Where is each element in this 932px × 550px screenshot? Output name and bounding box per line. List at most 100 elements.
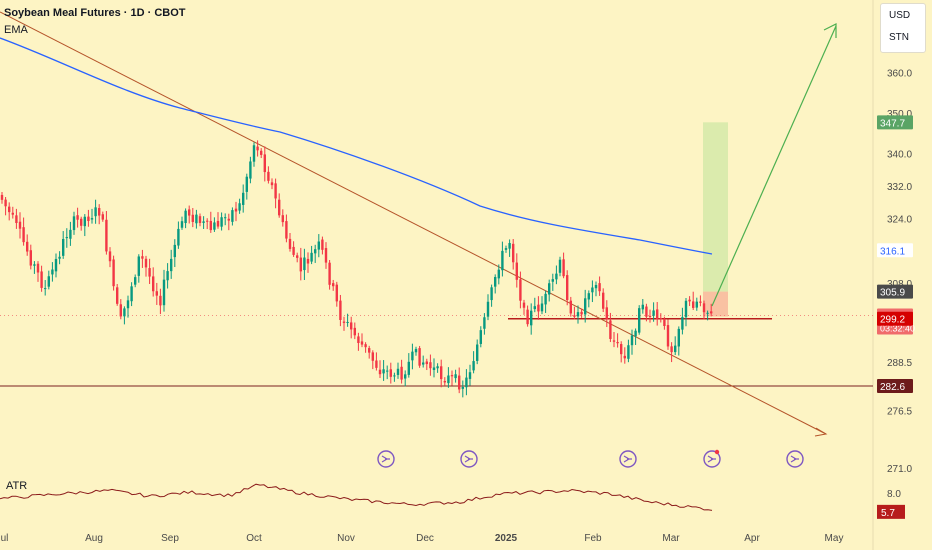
candle-body: [638, 308, 641, 333]
candle-body: [299, 257, 302, 272]
time-axis-label: Nov: [337, 533, 355, 544]
candle-body: [324, 248, 328, 263]
event-marker-icon[interactable]: [460, 450, 478, 468]
candle-body: [652, 310, 655, 316]
candle-body: [504, 248, 508, 250]
candle-body: [695, 301, 698, 308]
candle-body: [173, 244, 176, 258]
candle-body: [569, 300, 572, 314]
event-marker-icon[interactable]: [786, 450, 804, 468]
candle-body: [389, 369, 392, 377]
candle-body: [155, 291, 158, 296]
price-badge: 316.1: [877, 243, 913, 258]
candle-body: [623, 355, 626, 359]
chart-title[interactable]: Soybean Meal Futures · 1D · CBOT: [4, 7, 186, 19]
candle-body: [490, 287, 493, 301]
price-badge-countdown: 03:32:40: [880, 324, 915, 334]
candle-body: [612, 340, 616, 342]
candle-body: [263, 154, 266, 173]
candle-body: [573, 315, 576, 317]
candle-body: [450, 375, 454, 377]
candle-body: [386, 370, 389, 372]
candle-body: [508, 243, 511, 249]
candle-body: [29, 250, 32, 266]
candle-body: [342, 321, 346, 323]
candle-body: [116, 287, 119, 304]
time-axis-label: 2025: [495, 533, 518, 544]
candle-body: [357, 336, 360, 344]
candle-body: [224, 217, 227, 219]
candle-body: [206, 220, 209, 222]
candle-body: [562, 259, 565, 277]
stop-loss-zone: [703, 291, 728, 317]
event-arrow: [381, 455, 390, 463]
candle-body: [87, 216, 90, 222]
candle-body: [141, 256, 144, 259]
event-marker-icon[interactable]: [703, 450, 721, 468]
atr-indicator-label[interactable]: ATR: [6, 480, 28, 492]
candle-body: [443, 380, 446, 383]
currency-label[interactable]: USD: [889, 10, 911, 21]
candle-body: [238, 203, 241, 211]
candle-body: [166, 271, 169, 281]
candle-body: [40, 271, 43, 288]
candle-body: [468, 372, 472, 379]
candle-body: [22, 227, 25, 243]
candle-body: [440, 366, 443, 380]
candle-body: [170, 258, 173, 272]
price-badge-box: [877, 284, 913, 299]
candle-body: [461, 386, 464, 389]
candle-body: [51, 269, 54, 275]
candle-body: [328, 262, 331, 285]
candle-body: [458, 375, 461, 390]
candle-body: [54, 258, 58, 272]
event-marker-icon[interactable]: [377, 450, 395, 468]
candle-body: [292, 246, 295, 255]
atr-axis-tick: 8.0: [887, 489, 901, 500]
candle-body: [0, 194, 4, 200]
candle-body: [663, 318, 666, 326]
candle-body: [213, 222, 216, 230]
candle-body: [407, 361, 410, 375]
event-alert-dot: [714, 449, 720, 455]
candle-body: [706, 312, 709, 314]
candle-body: [584, 298, 587, 315]
candle-body: [666, 325, 670, 347]
ema-indicator-label[interactable]: EMA: [4, 24, 28, 36]
candle-body: [519, 279, 522, 301]
candle-body: [454, 374, 457, 379]
candle-body: [123, 308, 126, 317]
candle-body: [551, 279, 554, 282]
price-badge: 299.2: [877, 311, 913, 326]
candle-body: [627, 345, 630, 359]
candle-body: [108, 251, 112, 262]
unit-selector[interactable]: USD STN: [880, 3, 926, 53]
candle-body: [281, 215, 284, 223]
candle-body: [537, 304, 540, 312]
candle-body: [198, 216, 202, 223]
candle-body: [436, 366, 439, 369]
candle-body: [105, 219, 108, 252]
candle-body: [648, 315, 652, 317]
candle-body: [486, 301, 490, 317]
candle-body: [681, 317, 684, 330]
candle-body: [634, 330, 637, 337]
candle-body: [33, 264, 36, 266]
candle-body: [393, 375, 396, 377]
candle-body: [76, 215, 79, 220]
candle-body: [245, 176, 248, 192]
event-arrow: [464, 455, 473, 463]
candle-body: [62, 238, 65, 256]
price-axis-tick: 276.5: [887, 407, 912, 418]
candle-body: [274, 183, 277, 199]
unit-label[interactable]: STN: [889, 32, 909, 43]
candle-body: [702, 303, 706, 313]
event-marker-icon[interactable]: [619, 450, 637, 468]
candle-body: [321, 239, 324, 250]
candle-body: [227, 218, 230, 221]
price-badge: 347.7: [877, 115, 913, 130]
candle-body: [684, 300, 688, 318]
candle-body: [594, 285, 598, 289]
